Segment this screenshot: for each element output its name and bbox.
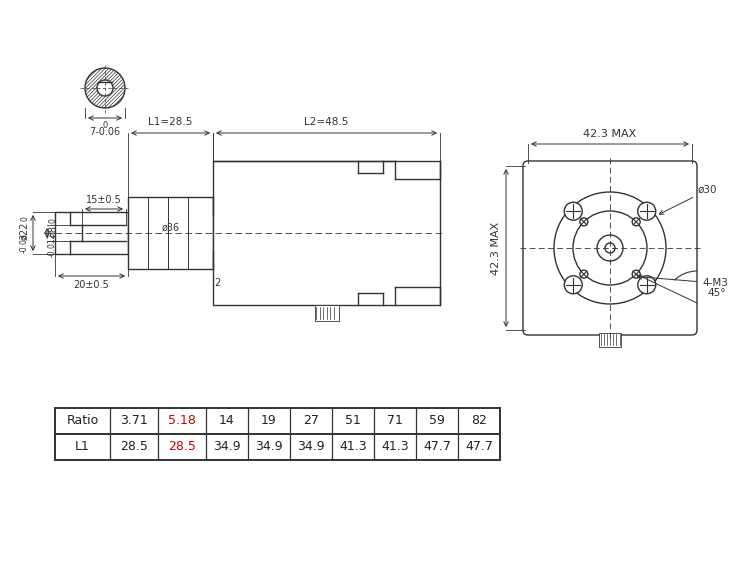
Text: 42.3 MAX: 42.3 MAX — [583, 129, 636, 139]
Circle shape — [632, 218, 640, 226]
Text: Ratio: Ratio — [66, 414, 99, 428]
Text: 5.18: 5.18 — [168, 414, 196, 428]
Text: 59: 59 — [429, 414, 445, 428]
FancyBboxPatch shape — [523, 161, 697, 335]
Circle shape — [638, 276, 656, 294]
Text: L1: L1 — [75, 440, 90, 454]
Bar — [55, 408, 500, 460]
Text: ø30: ø30 — [660, 185, 718, 214]
Text: 27: 27 — [303, 414, 319, 428]
Text: 0: 0 — [20, 217, 29, 221]
Text: -0.012: -0.012 — [48, 233, 57, 257]
Circle shape — [564, 276, 582, 294]
Text: 47.7: 47.7 — [465, 440, 493, 454]
Circle shape — [580, 218, 588, 226]
Text: L1=28.5: L1=28.5 — [149, 117, 193, 127]
Text: L2=48.5: L2=48.5 — [304, 117, 349, 127]
Text: -0.03: -0.03 — [20, 233, 29, 253]
Circle shape — [632, 270, 640, 278]
Text: 7-0.06: 7-0.06 — [90, 127, 120, 137]
Text: 47.7: 47.7 — [423, 440, 451, 454]
Text: 4-M3: 4-M3 — [638, 275, 728, 288]
Bar — [55, 212, 128, 254]
Text: 28.5: 28.5 — [120, 440, 148, 454]
Text: 41.3: 41.3 — [381, 440, 409, 454]
Text: 45°: 45° — [707, 288, 725, 298]
Circle shape — [580, 270, 588, 278]
Bar — [213, 161, 440, 305]
Text: 15±0.5: 15±0.5 — [86, 195, 122, 205]
Circle shape — [97, 80, 113, 96]
Text: ø22: ø22 — [19, 222, 29, 240]
Text: 20±0.5: 20±0.5 — [74, 280, 109, 290]
Text: 34.9: 34.9 — [213, 440, 241, 454]
Text: 42.3 MAX: 42.3 MAX — [491, 221, 501, 275]
Circle shape — [564, 202, 582, 220]
Text: 82: 82 — [471, 414, 487, 428]
Text: 3.71: 3.71 — [120, 414, 148, 428]
Bar — [599, 333, 621, 347]
Text: ø36: ø36 — [161, 223, 179, 233]
Text: 34.9: 34.9 — [255, 440, 283, 454]
Text: 14: 14 — [219, 414, 235, 428]
Bar — [128, 197, 213, 269]
Text: 51: 51 — [345, 414, 361, 428]
Text: 71: 71 — [387, 414, 403, 428]
Bar — [314, 305, 338, 321]
Circle shape — [85, 68, 125, 108]
Text: ø8: ø8 — [48, 225, 58, 237]
Text: 41.3: 41.3 — [339, 440, 367, 454]
Text: 34.9: 34.9 — [297, 440, 325, 454]
Circle shape — [638, 202, 656, 220]
Text: 28.5: 28.5 — [168, 440, 196, 454]
Text: 0: 0 — [102, 121, 108, 130]
Text: 0: 0 — [48, 218, 57, 224]
Text: 2: 2 — [214, 278, 220, 288]
Text: 19: 19 — [261, 414, 277, 428]
